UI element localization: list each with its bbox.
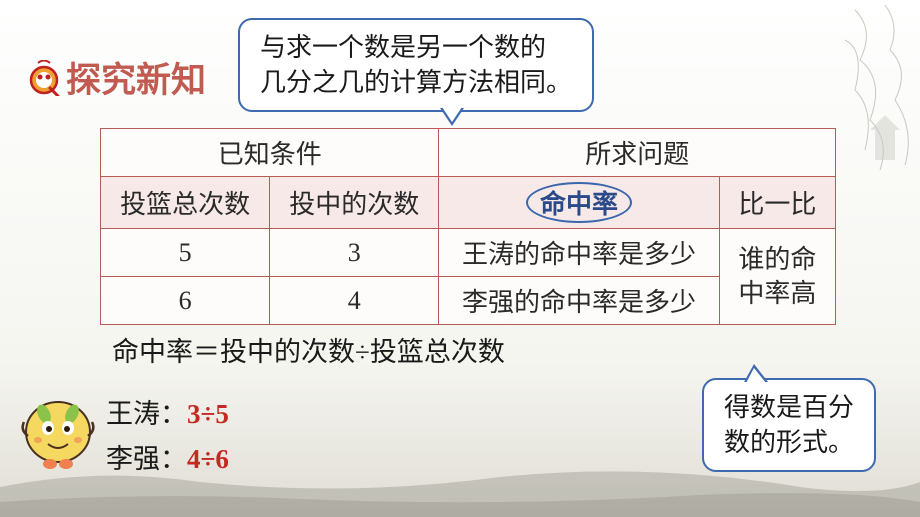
formula-text: 命中率＝投中的次数÷投篮总次数 xyxy=(112,330,505,369)
header-right: 所求问题 xyxy=(439,129,836,177)
row2-desc: 李强的命中率是多少 xyxy=(439,277,719,325)
top-speech-bubble: 与求一个数是另一个数的 几分之几的计算方法相同。 xyxy=(238,18,594,112)
row1-hit: 3 xyxy=(270,229,439,277)
student2-expr: 4÷6 xyxy=(187,444,229,474)
compare-cell: 谁的命 中率高 xyxy=(719,229,835,325)
header-left: 已知条件 xyxy=(101,129,439,177)
circled-rate: 命中率 xyxy=(526,182,632,223)
header: 探究新知 xyxy=(28,52,206,103)
data-table: 已知条件 所求问题 投篮总次数 投中的次数 命中率 比一比 5 3 王涛的命中率… xyxy=(100,128,836,325)
right-speech-bubble: 得数是百分 数的形式。 xyxy=(702,378,876,472)
student-line-2: 李强：4÷6 xyxy=(106,437,229,476)
col-total: 投篮总次数 xyxy=(101,177,270,229)
corner-decoration xyxy=(835,0,920,175)
col-hit: 投中的次数 xyxy=(270,177,439,229)
row1-desc: 王涛的命中率是多少 xyxy=(439,229,719,277)
compare-l2: 中率高 xyxy=(728,277,827,311)
row2-total: 6 xyxy=(101,277,270,325)
right-bubble-line2: 数的形式。 xyxy=(724,425,854,460)
row1-total: 5 xyxy=(101,229,270,277)
students-block: 王涛：3÷5 李强：4÷6 xyxy=(106,392,229,482)
student1-expr: 3÷5 xyxy=(187,399,229,429)
row2-hit: 4 xyxy=(270,277,439,325)
top-bubble-line1: 与求一个数是另一个数的 xyxy=(260,30,572,65)
compare-l1: 谁的命 xyxy=(728,243,827,277)
student1-name: 王涛 xyxy=(106,399,160,429)
right-bubble-line1: 得数是百分 xyxy=(724,390,854,425)
header-title: 探究新知 xyxy=(66,52,206,103)
top-bubble-line2: 几分之几的计算方法相同。 xyxy=(260,65,572,100)
q-mascot-icon xyxy=(28,60,60,96)
apple-mascot-icon xyxy=(14,386,102,472)
student-line-1: 王涛：3÷5 xyxy=(106,392,229,431)
col-compare: 比一比 xyxy=(719,177,835,229)
col-rate: 命中率 xyxy=(439,177,719,229)
student2-name: 李强 xyxy=(106,444,160,474)
